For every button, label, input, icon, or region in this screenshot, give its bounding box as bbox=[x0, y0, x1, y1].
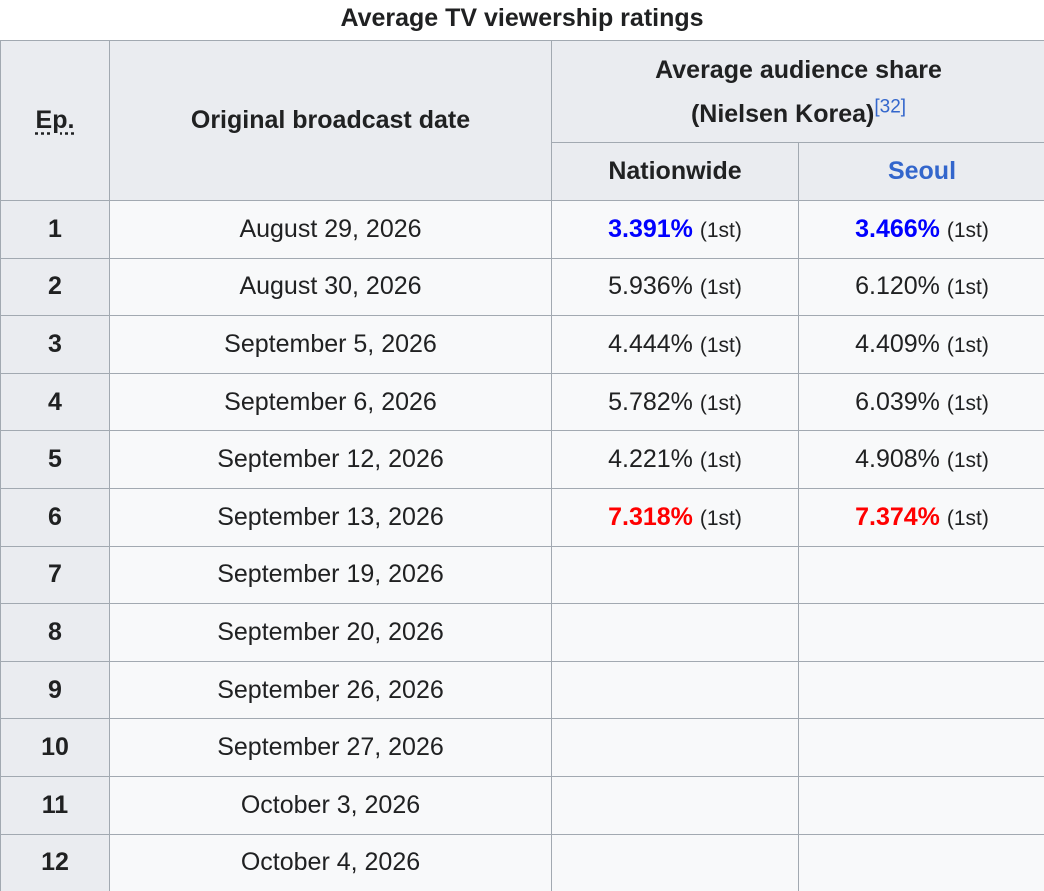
nationwide-rating-cell: 4.221% (1st) bbox=[551, 430, 799, 489]
seoul-rank: (1st) bbox=[946, 333, 989, 357]
nationwide-rating-cell bbox=[551, 718, 799, 777]
broadcast-date: October 3, 2026 bbox=[109, 775, 552, 835]
episode-number: 4 bbox=[0, 372, 110, 432]
episode-number: 6 bbox=[0, 487, 110, 547]
episode-header: Ep. bbox=[0, 40, 110, 201]
table-row: 11 October 3, 2026 bbox=[0, 775, 1044, 835]
nationwide-rating-cell bbox=[551, 833, 799, 891]
audience-share-subtitle: (Nielsen Korea)[32] bbox=[552, 92, 1044, 136]
seoul-rating-cell: 4.409% (1st) bbox=[798, 315, 1044, 374]
nationwide-rating: 5.782% bbox=[608, 387, 693, 416]
table-row: 5 September 12, 2026 4.221% (1st) 4.908% (1… bbox=[0, 430, 1044, 489]
seoul-rating: 6.120% bbox=[855, 272, 940, 301]
header-row: Ep. Original broadcast date Average audi… bbox=[0, 40, 1044, 201]
nationwide-rating: 4.444% bbox=[608, 329, 693, 358]
reference-link[interactable]: [32] bbox=[874, 96, 907, 118]
broadcast-date: September 26, 2026 bbox=[109, 660, 552, 720]
seoul-rating-cell: 3.466% (1st) bbox=[798, 200, 1044, 259]
nationwide-rating-cell: 5.936% (1st) bbox=[551, 257, 799, 317]
seoul-rating-cell bbox=[798, 603, 1044, 662]
seoul-rating-cell bbox=[798, 660, 1044, 720]
episode-number: 2 bbox=[0, 257, 110, 317]
seoul-rank: (1st) bbox=[946, 506, 989, 530]
table-row: 10 September 27, 2026 bbox=[0, 718, 1044, 777]
nielsen-korea-label: (Nielsen Korea) bbox=[690, 99, 875, 128]
seoul-rating-cell bbox=[798, 833, 1044, 891]
seoul-rank: (1st) bbox=[946, 218, 989, 242]
nationwide-rating-cell: 7.318% (1st) bbox=[551, 487, 799, 547]
seoul-rating-cell: 7.374% (1st) bbox=[798, 487, 1044, 547]
broadcast-date: September 20, 2026 bbox=[109, 603, 552, 662]
nationwide-rating-cell bbox=[551, 775, 799, 835]
episode-number: 11 bbox=[0, 775, 110, 835]
table-row: 3 September 5, 2026 4.444% (1st) 4.409% (1s… bbox=[0, 315, 1044, 374]
episode-number: 10 bbox=[0, 718, 110, 777]
broadcast-date-header: Original broadcast date bbox=[109, 40, 552, 201]
broadcast-date: September 27, 2026 bbox=[109, 718, 552, 777]
seoul-rating-cell bbox=[798, 545, 1044, 605]
audience-share-title: Average audience share bbox=[655, 55, 942, 84]
seoul-rating-cell bbox=[798, 718, 1044, 777]
nationwide-rating-cell: 3.391% (1st) bbox=[551, 200, 799, 259]
nationwide-header: Nationwide bbox=[551, 142, 799, 201]
broadcast-date: September 5, 2026 bbox=[109, 315, 552, 374]
audience-share-header: Average audience share (Nielsen Korea)[3… bbox=[551, 40, 1044, 143]
seoul-rating-cell: 6.039% (1st) bbox=[798, 372, 1044, 432]
nationwide-rating: 3.391% bbox=[608, 214, 693, 243]
seoul-rating: 3.466% bbox=[855, 214, 940, 243]
nationwide-rank: (1st) bbox=[699, 506, 742, 530]
table-row: 7 September 19, 2026 bbox=[0, 545, 1044, 605]
seoul-header[interactable]: Seoul bbox=[798, 142, 1044, 201]
table-row: 12 October 4, 2026 bbox=[0, 833, 1044, 891]
table-row: 6 September 13, 2026 7.318% (1st) 7.374% (1… bbox=[0, 487, 1044, 547]
episode-number: 7 bbox=[0, 545, 110, 605]
nationwide-rank: (1st) bbox=[699, 218, 742, 242]
table-caption: Average TV viewership ratings bbox=[340, 4, 704, 32]
table-row: 8 September 20, 2026 bbox=[0, 603, 1044, 662]
seoul-rating-cell: 4.908% (1st) bbox=[798, 430, 1044, 489]
broadcast-date: August 29, 2026 bbox=[109, 200, 552, 259]
table-row: 2 August 30, 2026 5.936% (1st) 6.120% (1st) bbox=[0, 257, 1044, 317]
seoul-rating-cell bbox=[798, 775, 1044, 835]
episode-number: 9 bbox=[0, 660, 110, 720]
episode-number: 5 bbox=[0, 430, 110, 489]
nationwide-rating-cell: 5.782% (1st) bbox=[551, 372, 799, 432]
seoul-rank: (1st) bbox=[946, 276, 989, 300]
episode-number: 8 bbox=[0, 603, 110, 662]
nationwide-rank: (1st) bbox=[699, 449, 742, 473]
nationwide-rank: (1st) bbox=[699, 276, 742, 300]
table-row: 4 September 6, 2026 5.782% (1st) 6.039% (1s… bbox=[0, 372, 1044, 432]
ratings-table: Ep. Original broadcast date Average audi… bbox=[0, 40, 1044, 891]
broadcast-date: September 19, 2026 bbox=[109, 545, 552, 605]
broadcast-date: September 13, 2026 bbox=[109, 487, 552, 547]
nationwide-rating-cell bbox=[551, 660, 799, 720]
table-row: 9 September 26, 2026 bbox=[0, 660, 1044, 720]
nationwide-rating-cell: 4.444% (1st) bbox=[551, 315, 799, 374]
broadcast-date: October 4, 2026 bbox=[109, 833, 552, 891]
seoul-rating: 4.908% bbox=[855, 445, 940, 474]
nationwide-rank: (1st) bbox=[699, 391, 742, 415]
table-row: 1 August 29, 2026 3.391% (1st) 3.466% (1st) bbox=[0, 200, 1044, 259]
nationwide-rating: 4.221% bbox=[608, 445, 693, 474]
seoul-rating: 6.039% bbox=[855, 387, 940, 416]
episode-abbr[interactable]: Ep. bbox=[35, 106, 75, 134]
episode-number: 1 bbox=[0, 200, 110, 259]
seoul-rating: 7.374% bbox=[855, 502, 940, 531]
broadcast-date: September 6, 2026 bbox=[109, 372, 552, 432]
nationwide-rating: 5.936% bbox=[608, 272, 693, 301]
seoul-rating-cell: 6.120% (1st) bbox=[798, 257, 1044, 317]
nationwide-rating: 7.318% bbox=[608, 502, 693, 531]
seoul-rating: 4.409% bbox=[855, 329, 940, 358]
broadcast-date: August 30, 2026 bbox=[109, 257, 552, 317]
episode-number: 12 bbox=[0, 833, 110, 891]
seoul-rank: (1st) bbox=[946, 449, 989, 473]
nationwide-rating-cell bbox=[551, 545, 799, 605]
nationwide-rank: (1st) bbox=[699, 333, 742, 357]
seoul-rank: (1st) bbox=[946, 391, 989, 415]
broadcast-date: September 12, 2026 bbox=[109, 430, 552, 489]
nationwide-rating-cell bbox=[551, 603, 799, 662]
subheader-row: Nationwide Seoul bbox=[1, 142, 1044, 201]
episode-number: 3 bbox=[0, 315, 110, 374]
seoul-link[interactable]: Seoul bbox=[887, 157, 957, 185]
